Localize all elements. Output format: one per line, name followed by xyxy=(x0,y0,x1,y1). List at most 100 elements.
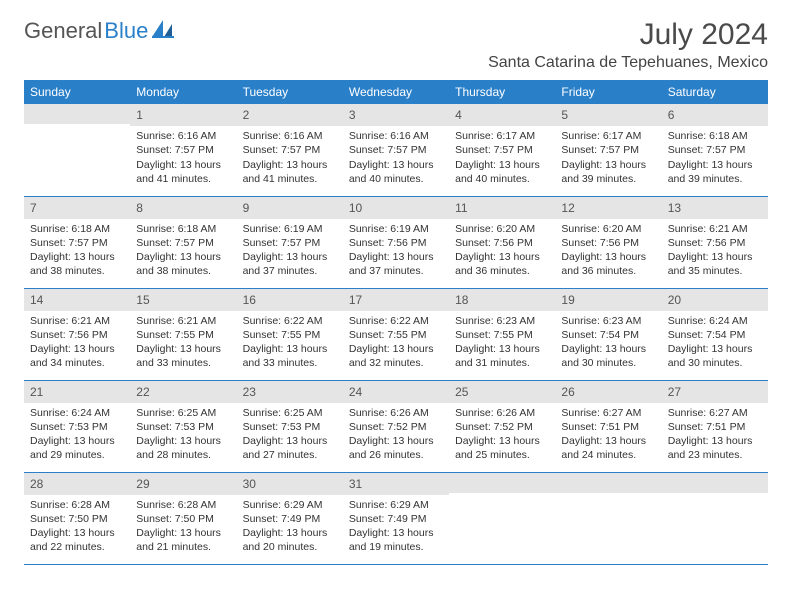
day-cell: 25Sunrise: 6:26 AMSunset: 7:52 PMDayligh… xyxy=(449,380,555,472)
day-cell: 28Sunrise: 6:28 AMSunset: 7:50 PMDayligh… xyxy=(24,472,130,564)
sunset-text: Sunset: 7:56 PM xyxy=(30,328,124,342)
sunset-text: Sunset: 7:50 PM xyxy=(136,512,230,526)
day-header: Thursday xyxy=(449,80,555,104)
day-cell: 19Sunrise: 6:23 AMSunset: 7:54 PMDayligh… xyxy=(555,288,661,380)
week-row: 1Sunrise: 6:16 AMSunset: 7:57 PMDaylight… xyxy=(24,104,768,196)
day-cell: 27Sunrise: 6:27 AMSunset: 7:51 PMDayligh… xyxy=(662,380,768,472)
sunrise-text: Sunrise: 6:20 AM xyxy=(561,222,655,236)
sunset-text: Sunset: 7:57 PM xyxy=(243,236,337,250)
sunrise-text: Sunrise: 6:27 AM xyxy=(668,406,762,420)
day-number: 19 xyxy=(555,289,661,311)
day-number: 18 xyxy=(449,289,555,311)
day-cell: 3Sunrise: 6:16 AMSunset: 7:57 PMDaylight… xyxy=(343,104,449,196)
daylight-text: Daylight: 13 hours and 33 minutes. xyxy=(243,342,337,370)
sunset-text: Sunset: 7:56 PM xyxy=(349,236,443,250)
day-number: 25 xyxy=(449,381,555,403)
sunrise-text: Sunrise: 6:16 AM xyxy=(243,129,337,143)
day-number: 26 xyxy=(555,381,661,403)
sunset-text: Sunset: 7:56 PM xyxy=(455,236,549,250)
day-cell: 6Sunrise: 6:18 AMSunset: 7:57 PMDaylight… xyxy=(662,104,768,196)
day-number: 6 xyxy=(662,104,768,126)
sunset-text: Sunset: 7:49 PM xyxy=(349,512,443,526)
sunrise-text: Sunrise: 6:22 AM xyxy=(349,314,443,328)
day-number: 1 xyxy=(130,104,236,126)
daylight-text: Daylight: 13 hours and 32 minutes. xyxy=(349,342,443,370)
day-cell: 10Sunrise: 6:19 AMSunset: 7:56 PMDayligh… xyxy=(343,196,449,288)
day-number: 30 xyxy=(237,473,343,495)
sunrise-text: Sunrise: 6:21 AM xyxy=(30,314,124,328)
day-cell: 26Sunrise: 6:27 AMSunset: 7:51 PMDayligh… xyxy=(555,380,661,472)
sunset-text: Sunset: 7:56 PM xyxy=(668,236,762,250)
sunset-text: Sunset: 7:49 PM xyxy=(243,512,337,526)
day-cell: 9 Sunrise: 6:19 AMSunset: 7:57 PMDaylight… xyxy=(237,196,343,288)
sunrise-text: Sunrise: 6:29 AM xyxy=(349,498,443,512)
day-detail: Sunrise: 6:21 AMSunset: 7:56 PMDaylight:… xyxy=(662,219,768,283)
day-detail: Sunrise: 6:27 AMSunset: 7:51 PMDaylight:… xyxy=(555,403,661,467)
daylight-text: Daylight: 13 hours and 38 minutes. xyxy=(136,250,230,278)
sunset-text: Sunset: 7:51 PM xyxy=(668,420,762,434)
day-number: 4 xyxy=(449,104,555,126)
sunset-text: Sunset: 7:57 PM xyxy=(136,143,230,157)
day-header: Wednesday xyxy=(343,80,449,104)
sunrise-text: Sunrise: 6:18 AM xyxy=(30,222,124,236)
day-detail: Sunrise: 6:16 AMSunset: 7:57 PMDaylight:… xyxy=(237,126,343,190)
sunrise-text: Sunrise: 6:28 AM xyxy=(30,498,124,512)
day-detail: Sunrise: 6:26 AMSunset: 7:52 PMDaylight:… xyxy=(449,403,555,467)
sunrise-text: Sunrise: 6:23 AM xyxy=(561,314,655,328)
day-detail: Sunrise: 6:29 AMSunset: 7:49 PMDaylight:… xyxy=(343,495,449,559)
sunrise-text: Sunrise: 6:18 AM xyxy=(668,129,762,143)
brand-name-a: General xyxy=(24,18,102,44)
daylight-text: Daylight: 13 hours and 19 minutes. xyxy=(349,526,443,554)
daylight-text: Daylight: 13 hours and 30 minutes. xyxy=(668,342,762,370)
day-number: 17 xyxy=(343,289,449,311)
week-row: 14Sunrise: 6:21 AMSunset: 7:56 PMDayligh… xyxy=(24,288,768,380)
sunrise-text: Sunrise: 6:19 AM xyxy=(243,222,337,236)
brand-name-b: Blue xyxy=(104,18,148,44)
sunset-text: Sunset: 7:57 PM xyxy=(455,143,549,157)
day-number: 8 xyxy=(130,197,236,219)
sunrise-text: Sunrise: 6:24 AM xyxy=(30,406,124,420)
day-cell: 24Sunrise: 6:26 AMSunset: 7:52 PMDayligh… xyxy=(343,380,449,472)
sunrise-text: Sunrise: 6:23 AM xyxy=(455,314,549,328)
day-number: 20 xyxy=(662,289,768,311)
daylight-text: Daylight: 13 hours and 25 minutes. xyxy=(455,434,549,462)
daylight-text: Daylight: 13 hours and 36 minutes. xyxy=(561,250,655,278)
day-cell: 29Sunrise: 6:28 AMSunset: 7:50 PMDayligh… xyxy=(130,472,236,564)
daylight-text: Daylight: 13 hours and 37 minutes. xyxy=(243,250,337,278)
daylight-text: Daylight: 13 hours and 26 minutes. xyxy=(349,434,443,462)
month-title: July 2024 xyxy=(488,18,768,52)
day-cell: 11Sunrise: 6:20 AMSunset: 7:56 PMDayligh… xyxy=(449,196,555,288)
daylight-text: Daylight: 13 hours and 34 minutes. xyxy=(30,342,124,370)
sunrise-text: Sunrise: 6:18 AM xyxy=(136,222,230,236)
sunrise-text: Sunrise: 6:28 AM xyxy=(136,498,230,512)
day-detail: Sunrise: 6:16 AMSunset: 7:57 PMDaylight:… xyxy=(343,126,449,190)
sunset-text: Sunset: 7:55 PM xyxy=(349,328,443,342)
day-detail: Sunrise: 6:19 AMSunset: 7:56 PMDaylight:… xyxy=(343,219,449,283)
week-row: 21Sunrise: 6:24 AMSunset: 7:53 PMDayligh… xyxy=(24,380,768,472)
day-number xyxy=(662,473,768,493)
daylight-text: Daylight: 13 hours and 41 minutes. xyxy=(243,158,337,186)
day-detail: Sunrise: 6:23 AMSunset: 7:55 PMDaylight:… xyxy=(449,311,555,375)
day-number: 7 xyxy=(24,197,130,219)
sunset-text: Sunset: 7:54 PM xyxy=(561,328,655,342)
day-number: 9 xyxy=(237,197,343,219)
title-block: July 2024 Santa Catarina de Tepehuanes, … xyxy=(488,18,768,72)
day-detail: Sunrise: 6:26 AMSunset: 7:52 PMDaylight:… xyxy=(343,403,449,467)
day-cell: 22Sunrise: 6:25 AMSunset: 7:53 PMDayligh… xyxy=(130,380,236,472)
day-cell: 30Sunrise: 6:29 AMSunset: 7:49 PMDayligh… xyxy=(237,472,343,564)
day-detail: Sunrise: 6:18 AMSunset: 7:57 PMDaylight:… xyxy=(24,219,130,283)
day-cell: 20Sunrise: 6:24 AMSunset: 7:54 PMDayligh… xyxy=(662,288,768,380)
day-cell: 16Sunrise: 6:22 AMSunset: 7:55 PMDayligh… xyxy=(237,288,343,380)
sunrise-text: Sunrise: 6:24 AM xyxy=(668,314,762,328)
day-number xyxy=(555,473,661,493)
daylight-text: Daylight: 13 hours and 40 minutes. xyxy=(455,158,549,186)
day-cell: 12Sunrise: 6:20 AMSunset: 7:56 PMDayligh… xyxy=(555,196,661,288)
calendar-table: Sunday Monday Tuesday Wednesday Thursday… xyxy=(24,80,768,565)
day-cell: 15Sunrise: 6:21 AMSunset: 7:55 PMDayligh… xyxy=(130,288,236,380)
day-detail: Sunrise: 6:28 AMSunset: 7:50 PMDaylight:… xyxy=(130,495,236,559)
sunset-text: Sunset: 7:53 PM xyxy=(243,420,337,434)
sunset-text: Sunset: 7:52 PM xyxy=(455,420,549,434)
day-number: 2 xyxy=(237,104,343,126)
daylight-text: Daylight: 13 hours and 31 minutes. xyxy=(455,342,549,370)
day-cell: 7Sunrise: 6:18 AMSunset: 7:57 PMDaylight… xyxy=(24,196,130,288)
